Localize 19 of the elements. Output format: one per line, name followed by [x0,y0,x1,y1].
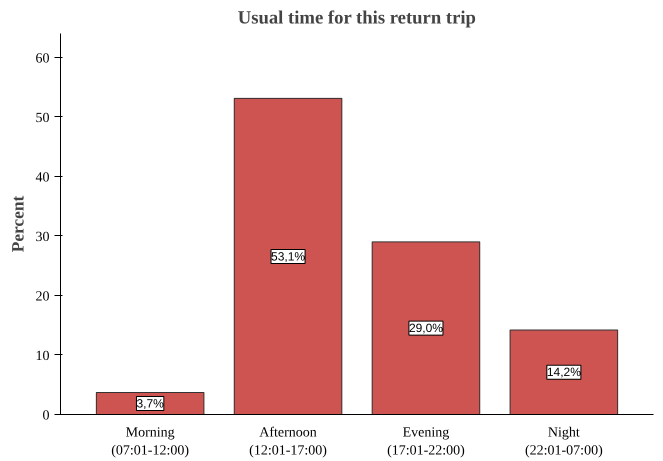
y-tick-label: 40 [36,170,50,186]
chart-title: Usual time for this return trip [238,8,476,28]
data-label: 29,0% [408,321,444,336]
y-tick-label: 0 [42,408,50,424]
y-tick-label: 30 [36,230,50,245]
y-tick-label: 60 [36,51,50,66]
bar [510,329,618,414]
bar [234,98,342,414]
y-axis-title: Percent [8,196,28,252]
x-tick-label: Morning (07:01-12:00) [111,426,190,458]
y-tick-label: 20 [36,289,50,304]
data-label: 14,2% [546,365,582,380]
x-tick-label: Evening (17:01-22:00) [387,426,466,458]
x-tick-label: Afternoon (12:01-17:00) [249,426,328,458]
bar [372,241,480,414]
data-label: 3,7% [136,396,164,410]
x-tick-label: Night (22:01-07:00) [524,426,604,458]
y-tick-label: 10 [36,348,50,364]
y-tick-label: 50 [36,110,50,126]
